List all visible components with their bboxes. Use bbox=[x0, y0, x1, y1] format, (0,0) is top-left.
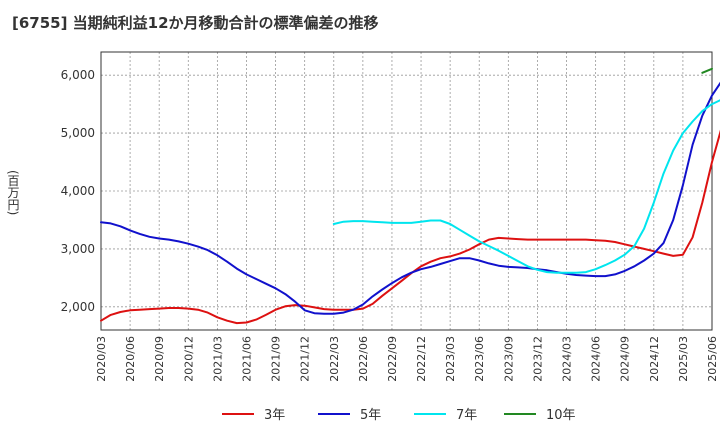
series-lines bbox=[100, 67, 720, 325]
y-axis-label: (百万円) bbox=[6, 170, 20, 216]
x-tick-label: 2024/03 bbox=[561, 336, 574, 382]
plot-frame bbox=[100, 51, 713, 331]
y-tick-label: 2,000 bbox=[61, 300, 95, 314]
series-line-10年 bbox=[701, 67, 713, 74]
series-line-7年 bbox=[332, 99, 720, 274]
x-tick-label: 2022/06 bbox=[357, 336, 370, 382]
x-tick-label: 2023/03 bbox=[444, 336, 457, 382]
x-tick-label: 2020/03 bbox=[95, 336, 108, 382]
x-tick-label: 2023/12 bbox=[531, 336, 544, 382]
grid bbox=[100, 52, 713, 330]
x-tick-label: 2024/09 bbox=[619, 336, 632, 382]
x-tick-label: 2024/12 bbox=[648, 336, 661, 382]
chart-title: [6755] 当期純利益12か月移動合計の標準偏差の推移 bbox=[12, 14, 379, 32]
axes: 2020/03 2020/06 2020/09 2020/12 2021/03 2021/… bbox=[61, 51, 719, 382]
x-tick-label: 2021/09 bbox=[270, 336, 283, 382]
y-tick-label: 4,000 bbox=[61, 184, 95, 198]
x-tick-label: 2021/03 bbox=[211, 336, 224, 382]
x-tick-label: 2022/09 bbox=[386, 336, 399, 382]
y-tick-label: 5,000 bbox=[61, 126, 95, 140]
legend-label-7年: 7年 bbox=[456, 408, 477, 423]
legend-label-5年: 5年 bbox=[360, 408, 381, 423]
x-tick-label: 2025/03 bbox=[677, 336, 690, 382]
x-tick-label: 2022/12 bbox=[415, 336, 428, 382]
x-tick-label: 2020/06 bbox=[124, 336, 137, 382]
y-tick-label: 3,000 bbox=[61, 242, 95, 256]
x-tick-label: 2021/06 bbox=[240, 336, 253, 382]
x-tick-label: 2020/12 bbox=[182, 336, 195, 382]
series-line-5年 bbox=[100, 81, 720, 315]
series-line-3年 bbox=[100, 129, 720, 325]
x-tick-label: 2020/09 bbox=[153, 336, 166, 382]
legend: 3年 5年 7年 10年 bbox=[222, 408, 576, 423]
x-tick-label: 2025/06 bbox=[706, 336, 719, 382]
x-tick-label: 2023/06 bbox=[473, 336, 486, 382]
x-tick-label: 2022/03 bbox=[328, 336, 341, 382]
y-tick-label: 6,000 bbox=[61, 68, 95, 82]
legend-label-10年: 10年 bbox=[546, 408, 576, 423]
legend-label-3年: 3年 bbox=[264, 408, 285, 423]
x-tick-label: 2023/09 bbox=[502, 336, 515, 382]
x-tick-label: 2024/06 bbox=[590, 336, 603, 382]
x-tick-label: 2021/12 bbox=[299, 336, 312, 382]
